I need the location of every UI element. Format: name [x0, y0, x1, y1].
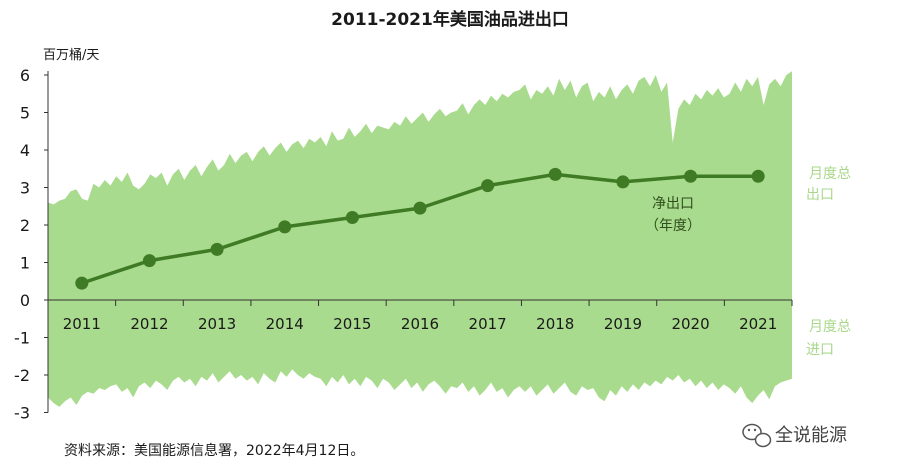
wechat-icon — [742, 423, 772, 448]
x-tick-label: 2019 — [604, 315, 642, 333]
y-tick-label: 0 — [20, 291, 30, 310]
y-tick-label: 3 — [20, 179, 30, 198]
x-tick-label: 2011 — [63, 315, 101, 333]
x-tick-label: 2021 — [739, 315, 777, 333]
watermark-text: 全说能源 — [775, 425, 847, 446]
net-exports-point — [345, 211, 359, 224]
y-tick-label: 1 — [20, 254, 30, 273]
y-tick-label: -1 — [14, 329, 30, 348]
net-exports-point — [210, 242, 224, 256]
y-tick-label: 4 — [20, 141, 30, 160]
x-tick-label: 2017 — [469, 315, 507, 333]
source-note: 资料来源：美国能源信息署，2022年4月12日。 — [64, 442, 364, 459]
y-tick-labels: 6 5 4 3 2 1 0 -1 -2 -3 — [14, 66, 30, 423]
x-tick-label: 2014 — [266, 315, 304, 333]
annotation-exports-1: 月度总 — [809, 166, 851, 182]
axes — [44, 71, 793, 413]
annotation-exports-2: 出口 — [806, 187, 834, 203]
exports-imports-area — [48, 71, 792, 407]
net-exports-point — [142, 254, 156, 268]
x-tick-label: 2013 — [198, 315, 236, 333]
annotation-imports-1: 月度总 — [809, 319, 851, 335]
x-tick-label: 2018 — [536, 315, 574, 333]
net-exports-line — [75, 167, 765, 290]
net-exports-point — [616, 175, 630, 189]
net-exports-point — [481, 179, 495, 193]
net-exports-point — [684, 169, 698, 183]
y-axis-unit: 百万桶/天 — [43, 48, 99, 63]
net-exports-point — [75, 276, 89, 290]
y-tick-label: -2 — [14, 366, 30, 385]
chart-title: 2011-2021年美国油品进出口 — [331, 9, 569, 30]
net-exports-point — [751, 169, 765, 183]
monthly-trade-area — [48, 71, 792, 407]
y-tick-label: 2 — [20, 216, 30, 235]
x-tick-labels: 2011 2012 2013 2014 2015 2016 2017 2018 2019 2020… — [63, 315, 778, 333]
y-tick-label: -3 — [14, 404, 30, 423]
annotation-net-exports-1: 净出口 — [652, 196, 694, 212]
x-tick-label: 2016 — [401, 315, 439, 333]
x-tick-label: 2015 — [333, 315, 371, 333]
net-exports-point — [278, 220, 292, 234]
y-tick-label: 6 — [20, 66, 30, 85]
x-tick-label: 2012 — [130, 315, 168, 333]
x-tick-label: 2020 — [671, 315, 709, 333]
annotation-net-exports-2: （年度） — [645, 218, 701, 234]
net-exports-point — [413, 201, 427, 215]
net-exports-point — [548, 167, 562, 181]
y-tick-label: 5 — [20, 104, 30, 123]
annotation-imports-2: 进口 — [806, 342, 834, 358]
